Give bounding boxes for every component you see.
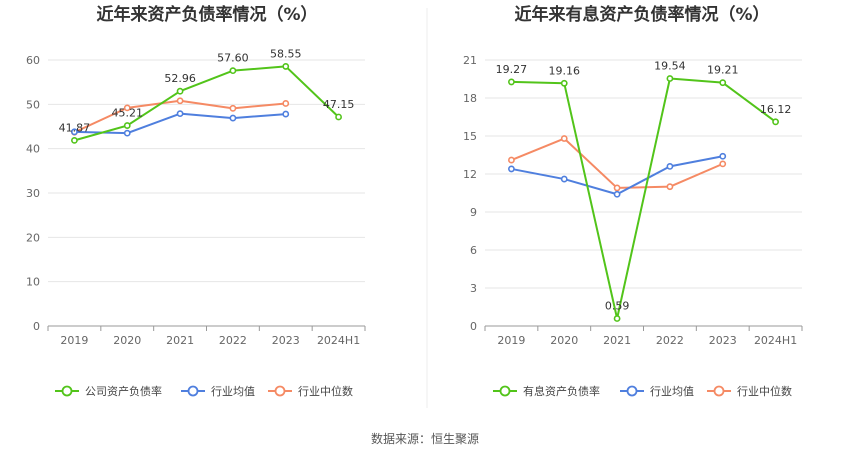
- legend-marker: [713, 385, 725, 397]
- y-tick-label: 15: [463, 130, 477, 143]
- x-tick-label: 2023: [709, 334, 737, 347]
- data-point-company: [282, 63, 290, 70]
- data-label: 58.55: [270, 47, 302, 60]
- y-tick-label: 50: [26, 98, 40, 111]
- x-tick-label: 2021: [166, 334, 194, 347]
- data-point-company: [229, 67, 237, 75]
- legend-label: 行业中位数: [737, 384, 792, 398]
- data-point-industry-median: [508, 156, 515, 164]
- legend-item-industry-median[interactable]: 行业中位数: [707, 384, 792, 398]
- data-point-industry-median: [176, 97, 184, 105]
- x-tick-label: 2019: [497, 334, 525, 347]
- legend-label: 行业均值: [650, 385, 694, 398]
- data-point-industry-avg: [176, 110, 184, 118]
- y-tick-label: 30: [26, 187, 40, 200]
- data-point-industry-avg: [613, 190, 621, 198]
- legend-item-industry-median[interactable]: 行业中位数: [268, 384, 353, 398]
- data-label: 19.54: [654, 59, 686, 72]
- legend-label: 行业中位数: [298, 384, 353, 398]
- y-tick-label: 18: [463, 92, 477, 105]
- data-point-industry-median: [282, 100, 290, 107]
- legend-item-company[interactable]: 公司资产负债率: [55, 384, 162, 398]
- x-tick-label: 2022: [656, 334, 684, 347]
- data-point-industry-avg: [508, 165, 515, 173]
- series-line-company: [511, 77, 777, 320]
- y-tick-label: 0: [470, 320, 477, 333]
- legend-label: 公司资产负债率: [85, 384, 162, 398]
- legend-marker: [61, 385, 73, 397]
- data-point-company: [719, 79, 727, 87]
- legend-marker: [626, 385, 638, 397]
- legend-marker: [274, 385, 286, 397]
- data-point-company: [772, 118, 779, 126]
- data-point-company: [335, 113, 342, 121]
- data-point-company: [560, 79, 568, 87]
- data-point-industry-median: [229, 104, 237, 112]
- series-line-company: [74, 65, 340, 142]
- legend-marker: [499, 385, 511, 397]
- x-tick-label: 2021: [603, 334, 631, 347]
- legend-item-company[interactable]: 有息资产负债率: [493, 384, 600, 398]
- legend-item-industry-avg[interactable]: 行业均值: [181, 385, 255, 398]
- data-point-industry-avg: [123, 129, 131, 137]
- data-label: 41.87: [59, 121, 91, 134]
- y-tick-label: 0: [33, 320, 40, 333]
- chart-title: 近年来资产负债率情况（%）: [96, 4, 317, 25]
- x-tick-label: 2020: [113, 334, 141, 347]
- data-point-industry-avg: [229, 114, 237, 122]
- data-point-company: [71, 136, 78, 144]
- data-point-industry-avg: [71, 128, 78, 136]
- data-point-industry-median: [613, 184, 621, 192]
- y-tick-label: 60: [26, 54, 40, 67]
- x-tick-label: 2020: [550, 334, 578, 347]
- legend-marker: [187, 385, 199, 397]
- data-label: 19.16: [549, 64, 581, 77]
- data-point-company: [176, 87, 184, 95]
- data-point-industry-median: [123, 104, 131, 112]
- data-label: 0.59: [605, 300, 630, 313]
- legend-label: 有息资产负债率: [523, 384, 600, 398]
- y-tick-label: 40: [26, 143, 40, 156]
- x-tick-label: 2024H1: [317, 334, 360, 347]
- data-label: 19.27: [496, 63, 528, 76]
- y-tick-label: 12: [463, 168, 477, 181]
- data-source: 数据来源：恒生聚源: [371, 431, 479, 446]
- data-point-industry-median: [719, 160, 727, 168]
- y-tick-label: 10: [26, 276, 40, 289]
- data-label: 57.60: [217, 52, 249, 65]
- legend-label: 行业均值: [211, 385, 255, 398]
- chart-interest-bearing-debt-ratio: 近年来有息资产负债率情况（%） 0 3 6 9 12 15 18 21 2019 2020 2021…: [463, 4, 803, 398]
- y-tick-label: 9: [470, 206, 477, 219]
- y-tick-label: 6: [470, 244, 477, 257]
- data-label: 47.15: [323, 98, 355, 111]
- data-label: 45.21: [112, 107, 144, 120]
- data-point-industry-avg: [666, 162, 674, 170]
- legend-item-industry-avg[interactable]: 行业均值: [620, 385, 694, 398]
- x-tick-label: 2019: [60, 334, 88, 347]
- data-point-company: [613, 315, 621, 322]
- data-point-company: [123, 122, 131, 129]
- data-label: 19.21: [707, 64, 739, 77]
- chart-debt-ratio: 近年来资产负债率情况（%） 0 10 20 30 40 50 60 2019 2020 2021 2…: [26, 4, 366, 398]
- data-point-company: [666, 75, 674, 82]
- y-tick-label: 20: [26, 231, 40, 244]
- data-point-industry-avg: [282, 110, 290, 118]
- data-label: 16.12: [760, 103, 792, 116]
- x-tick-label: 2024H1: [754, 334, 797, 347]
- chart-title: 近年来有息资产负债率情况（%）: [514, 4, 769, 25]
- data-point-industry-median: [560, 135, 568, 142]
- data-point-industry-median: [666, 183, 674, 191]
- data-point-company: [508, 78, 515, 86]
- y-tick-label: 3: [470, 282, 477, 295]
- data-label: 52.96: [164, 72, 196, 85]
- x-tick-label: 2023: [272, 334, 300, 347]
- x-tick-label: 2022: [219, 334, 247, 347]
- data-point-industry-avg: [719, 152, 727, 160]
- data-point-industry-avg: [560, 175, 568, 183]
- y-tick-label: 21: [463, 54, 477, 67]
